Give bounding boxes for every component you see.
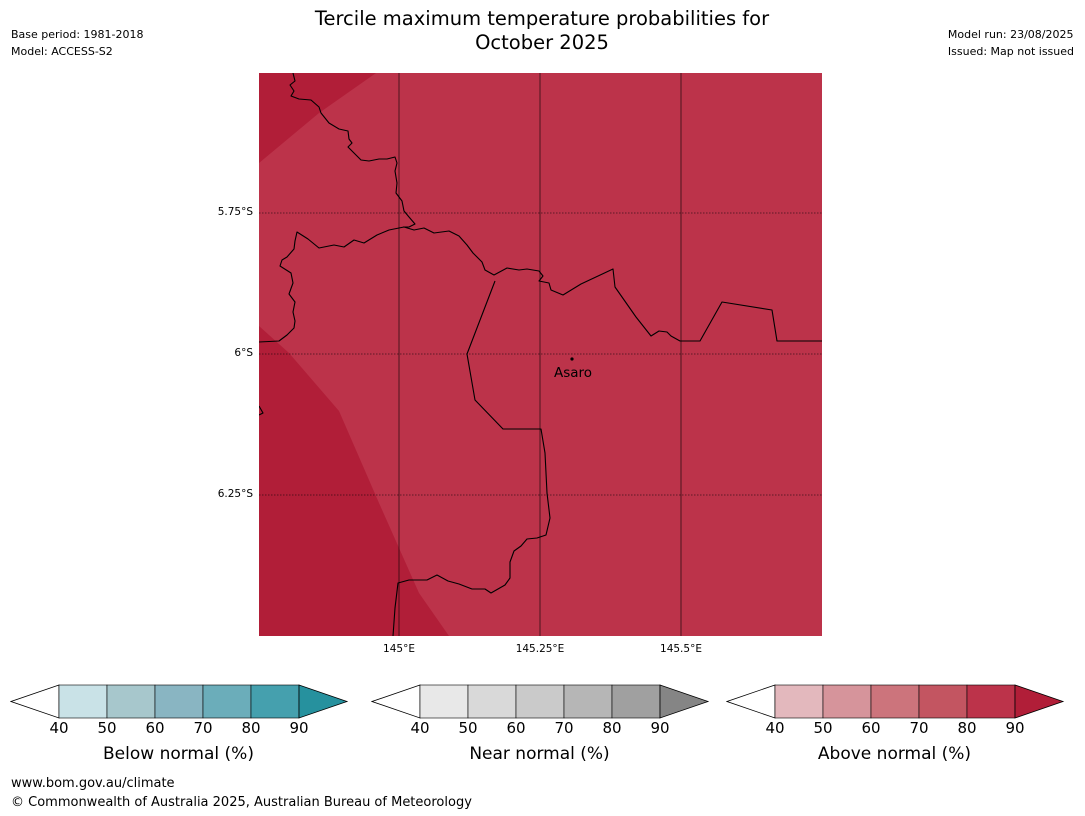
boundary-west-stub: [259, 405, 264, 416]
tick-label: 80: [241, 719, 261, 737]
legend-title-below: Below normal (%): [103, 744, 254, 764]
tick-label: 40: [765, 719, 785, 737]
colorbar-arrow-low: [10, 684, 60, 719]
lat-label-6-25: 6.25°S: [217, 488, 253, 500]
map-canvas: Asaro: [259, 73, 822, 636]
model-name: Model: ACCESS-S2: [11, 45, 113, 58]
tick-label: 40: [410, 719, 430, 737]
colorbar-above-normal: [726, 684, 1065, 719]
title-line-2: October 2025: [475, 31, 609, 54]
tick-label: 60: [506, 719, 526, 737]
colorbar-arrow-low: [726, 684, 776, 719]
tick-label: 40: [49, 719, 69, 737]
footer-url: www.bom.gov.au/climate: [11, 776, 175, 791]
map-title: Tercile maximum temperature probabilitie…: [242, 7, 842, 55]
boundary-north: [289, 73, 416, 228]
lon-label-145: 145°E: [383, 643, 415, 655]
colorbar-box: [58, 684, 108, 719]
colorbar-box: [918, 684, 968, 719]
tick-label: 50: [458, 719, 478, 737]
colorbar-box: [467, 684, 517, 719]
probability-fill-90-top: [259, 73, 376, 163]
legend-title-above: Above normal (%): [817, 744, 972, 764]
colorbar-box: [822, 684, 872, 719]
colorbar-box: [419, 684, 469, 719]
probability-fill-90-bottom: [259, 326, 449, 636]
legend-below-normal: [10, 684, 350, 720]
tick-label: 80: [602, 719, 622, 737]
colorbar-box: [774, 684, 824, 719]
tick-label: 50: [813, 719, 833, 737]
lat-label-6: 6°S: [234, 347, 253, 359]
tick-label: 90: [289, 719, 309, 737]
base-period: Base period: 1981-2018: [11, 28, 144, 41]
colorbar-arrow-low: [371, 684, 421, 719]
tick-label: 60: [145, 719, 165, 737]
lon-label-145-5: 145.5°E: [660, 643, 702, 655]
colorbar-arrow-high: [1014, 684, 1065, 719]
colorbar-below-normal: [10, 684, 349, 719]
boundary-south: [392, 280, 551, 636]
lat-label-5-75: 5.75°S: [217, 206, 253, 218]
colorbar-near-normal: [371, 684, 710, 719]
tick-label: 70: [554, 719, 574, 737]
meta-right: Model run: 23/08/2025 Issued: Map not is…: [948, 26, 1074, 60]
tick-label: 70: [909, 719, 929, 737]
title-line-1: Tercile maximum temperature probabilitie…: [314, 7, 770, 30]
tick-label: 60: [861, 719, 881, 737]
tick-label: 50: [97, 719, 117, 737]
colorbar-box: [515, 684, 565, 719]
colorbar-box: [870, 684, 920, 719]
tick-label: 90: [1005, 719, 1025, 737]
colorbar-box: [250, 684, 300, 719]
footer: www.bom.gov.au/climate © Commonwealth of…: [11, 774, 472, 812]
tick-label: 80: [957, 719, 977, 737]
colorbar-box: [154, 684, 204, 719]
issued-status: Issued: Map not issued: [947, 45, 1074, 58]
colorbar-box: [563, 684, 613, 719]
colorbar-arrow-high: [659, 684, 710, 719]
model-run: Model run: 23/08/2025: [947, 28, 1074, 41]
lon-label-145-25: 145.25°E: [515, 643, 565, 655]
footer-copyright: © Commonwealth of Australia 2025, Austra…: [11, 795, 472, 810]
legend-above-normal: [726, 684, 1066, 720]
tick-label: 70: [193, 719, 213, 737]
town-marker-asaro: [570, 357, 574, 361]
meta-left: Base period: 1981-2018 Model: ACCESS-S2: [11, 26, 143, 60]
legend-near-normal: [371, 684, 711, 720]
tick-label: 90: [650, 719, 670, 737]
colorbar-box: [611, 684, 661, 719]
colorbar-box: [202, 684, 252, 719]
boundary-central: [259, 226, 822, 343]
town-label-asaro: Asaro: [554, 365, 592, 381]
colorbar-arrow-high: [298, 684, 349, 719]
legend-title-near: Near normal (%): [469, 744, 610, 764]
colorbar-box: [966, 684, 1016, 719]
colorbar-box: [106, 684, 156, 719]
